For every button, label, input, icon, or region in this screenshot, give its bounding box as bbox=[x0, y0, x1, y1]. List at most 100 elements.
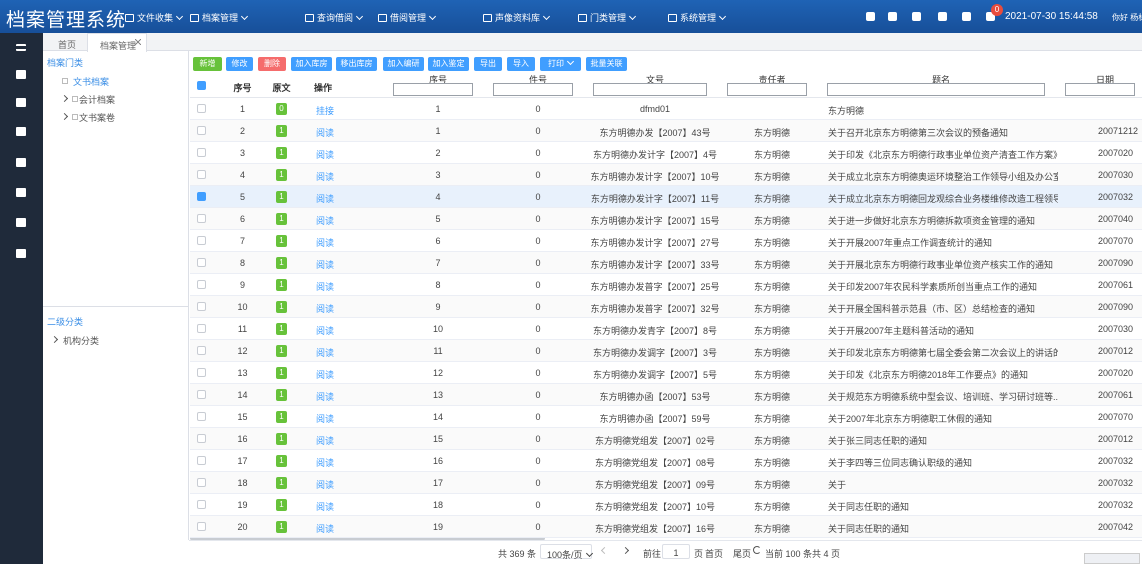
nav-item[interactable]: 文件收集 bbox=[125, 11, 184, 24]
row-checkbox[interactable] bbox=[197, 456, 206, 465]
table-row[interactable] bbox=[190, 318, 1142, 340]
toolbar-button[interactable]: 加入库房 bbox=[291, 57, 332, 71]
toolbar-button[interactable]: 加入鉴定 bbox=[428, 57, 469, 71]
table-row[interactable] bbox=[190, 142, 1142, 164]
tree-item[interactable]: 文书档案 bbox=[73, 77, 110, 87]
action-link[interactable]: 阅读 bbox=[316, 326, 335, 336]
nav-item[interactable]: 系统管理 bbox=[668, 11, 727, 24]
nav-item[interactable]: 借阅管理 bbox=[378, 11, 437, 24]
nav-item[interactable]: 档案管理 bbox=[190, 11, 249, 24]
row-checkbox[interactable] bbox=[197, 192, 206, 201]
row-checkbox[interactable] bbox=[197, 280, 206, 289]
last-page[interactable]: 尾页 bbox=[733, 549, 752, 559]
action-link[interactable]: 阅读 bbox=[316, 458, 335, 468]
row-checkbox[interactable] bbox=[197, 126, 206, 135]
toolbar-button[interactable]: 导入 bbox=[507, 57, 535, 71]
action-link[interactable]: 阅读 bbox=[316, 436, 335, 446]
table-row[interactable] bbox=[190, 120, 1142, 142]
nav-item[interactable]: 门类管理 bbox=[578, 11, 637, 24]
header-checkbox[interactable] bbox=[197, 81, 206, 90]
table-row[interactable] bbox=[190, 296, 1142, 318]
action-link[interactable]: 阅读 bbox=[316, 480, 335, 490]
toolbar-button[interactable]: 加入编研 bbox=[383, 57, 424, 71]
action-link[interactable]: 阅读 bbox=[316, 260, 335, 270]
filter-input[interactable] bbox=[493, 83, 573, 96]
action-link[interactable]: 挂接 bbox=[316, 106, 335, 116]
table-row[interactable] bbox=[190, 252, 1142, 274]
tab-close[interactable] bbox=[135, 39, 141, 45]
table-row[interactable] bbox=[190, 98, 1142, 120]
header-icon[interactable] bbox=[986, 12, 995, 21]
sidebar-icon[interactable] bbox=[16, 249, 26, 258]
sidebar-icon[interactable] bbox=[16, 44, 26, 51]
row-checkbox[interactable] bbox=[197, 412, 206, 421]
table-row[interactable] bbox=[190, 406, 1142, 428]
row-checkbox[interactable] bbox=[197, 346, 206, 355]
row-checkbox[interactable] bbox=[197, 324, 206, 333]
refresh-icon[interactable] bbox=[753, 546, 761, 554]
tree-item[interactable]: 会计档案 bbox=[60, 93, 115, 106]
sidebar-icon[interactable] bbox=[16, 127, 26, 136]
header-icon[interactable] bbox=[938, 12, 947, 21]
header-icon[interactable] bbox=[888, 12, 897, 21]
row-checkbox[interactable] bbox=[197, 522, 206, 531]
table-row[interactable] bbox=[190, 428, 1142, 450]
sidebar-icon[interactable] bbox=[16, 98, 26, 107]
table-row[interactable] bbox=[190, 494, 1142, 516]
row-checkbox[interactable] bbox=[197, 500, 206, 509]
row-checkbox[interactable] bbox=[197, 214, 206, 223]
header-icon[interactable] bbox=[866, 12, 875, 21]
toolbar-button[interactable]: 新增 bbox=[193, 57, 222, 71]
greeting[interactable]: 你好 杨标 bbox=[1112, 13, 1142, 22]
row-checkbox[interactable] bbox=[197, 236, 206, 245]
sidebar-icon[interactable] bbox=[16, 70, 26, 79]
toolbar-button[interactable]: 修改 bbox=[226, 57, 253, 71]
action-link[interactable]: 阅读 bbox=[316, 172, 335, 182]
tree-item[interactable]: 机构分类 bbox=[50, 334, 99, 347]
table-row[interactable] bbox=[190, 274, 1142, 296]
table-row[interactable] bbox=[190, 186, 1142, 208]
table-row[interactable] bbox=[190, 362, 1142, 384]
row-checkbox[interactable] bbox=[197, 170, 206, 179]
table-row[interactable] bbox=[190, 472, 1142, 494]
table-row[interactable] bbox=[190, 230, 1142, 252]
table-row[interactable] bbox=[190, 450, 1142, 472]
table-row[interactable] bbox=[190, 208, 1142, 230]
action-link[interactable]: 阅读 bbox=[316, 370, 335, 380]
filter-input[interactable] bbox=[827, 83, 1045, 96]
table-row[interactable] bbox=[190, 516, 1142, 538]
toolbar-button[interactable]: 删除 bbox=[258, 57, 286, 71]
nav-item[interactable]: 声像资料库 bbox=[483, 11, 551, 24]
row-checkbox[interactable] bbox=[197, 368, 206, 377]
row-checkbox[interactable] bbox=[197, 302, 206, 311]
toolbar-button[interactable]: 导出 bbox=[474, 57, 502, 71]
row-checkbox[interactable] bbox=[197, 104, 206, 113]
filter-input[interactable] bbox=[727, 83, 807, 96]
tree-item[interactable]: 文书案卷 bbox=[60, 111, 115, 124]
row-checkbox[interactable] bbox=[197, 478, 206, 487]
row-checkbox[interactable] bbox=[197, 148, 206, 157]
action-link[interactable]: 阅读 bbox=[316, 524, 335, 534]
toolbar-button[interactable]: 打印 bbox=[540, 57, 581, 71]
header-icon[interactable] bbox=[962, 12, 971, 21]
sidebar-icon[interactable] bbox=[16, 158, 26, 167]
action-link[interactable]: 阅读 bbox=[316, 282, 335, 292]
toolbar-button[interactable]: 移出库房 bbox=[336, 57, 377, 71]
first-page[interactable]: 首页 bbox=[705, 549, 724, 559]
action-link[interactable]: 阅读 bbox=[316, 392, 335, 402]
action-link[interactable]: 阅读 bbox=[316, 128, 335, 138]
row-checkbox[interactable] bbox=[197, 258, 206, 267]
nav-item[interactable]: 查询借阅 bbox=[305, 11, 364, 24]
tab[interactable]: 首页 bbox=[58, 40, 77, 50]
tab-active[interactable]: 档案管理 bbox=[87, 33, 147, 52]
filter-input[interactable] bbox=[593, 83, 707, 96]
page-size[interactable]: 100条/页 bbox=[540, 544, 593, 560]
header-icon[interactable] bbox=[912, 12, 921, 21]
action-link[interactable]: 阅读 bbox=[316, 216, 335, 226]
table-row[interactable] bbox=[190, 384, 1142, 406]
toolbar-button[interactable]: 批量关联 bbox=[586, 57, 627, 71]
action-link[interactable]: 阅读 bbox=[316, 194, 335, 204]
action-link[interactable]: 阅读 bbox=[316, 150, 335, 160]
row-checkbox[interactable] bbox=[197, 390, 206, 399]
sidebar-icon[interactable] bbox=[16, 218, 26, 227]
